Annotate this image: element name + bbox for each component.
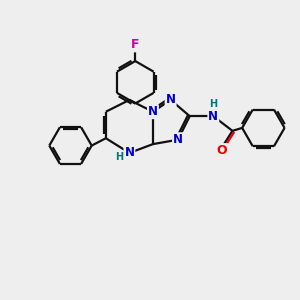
Text: H: H <box>209 99 217 110</box>
Text: N: N <box>208 110 218 123</box>
Text: N: N <box>148 105 158 118</box>
Text: N: N <box>173 133 183 146</box>
Text: F: F <box>131 38 140 51</box>
Text: H: H <box>115 152 123 162</box>
Text: N: N <box>166 93 176 106</box>
Text: O: O <box>217 144 227 157</box>
Text: N: N <box>124 146 134 159</box>
